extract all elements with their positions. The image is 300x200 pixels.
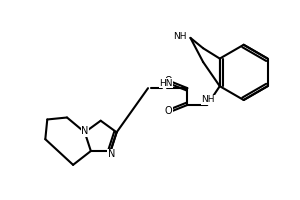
Text: HN: HN	[159, 79, 172, 88]
Text: NH: NH	[201, 96, 215, 104]
Text: N: N	[108, 149, 115, 159]
Text: N: N	[81, 126, 88, 136]
Text: NH: NH	[173, 32, 187, 41]
Text: O: O	[165, 76, 172, 86]
Text: O: O	[165, 106, 172, 116]
